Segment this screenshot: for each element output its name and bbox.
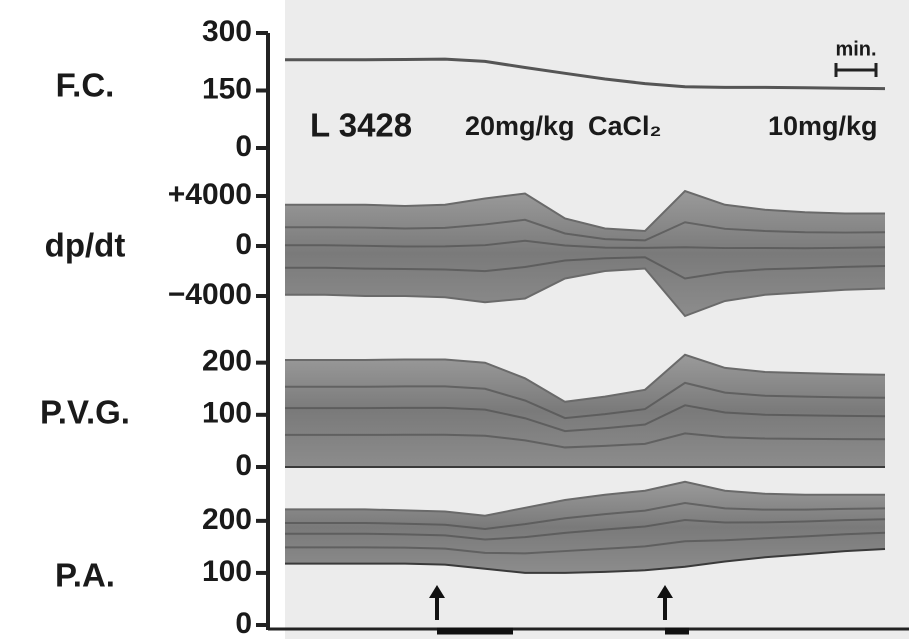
band-texture xyxy=(285,239,886,250)
band-edge xyxy=(285,189,885,233)
band-texture xyxy=(285,256,886,280)
y-axis-label: dp/dt xyxy=(45,227,126,264)
y-tick-label: 0 xyxy=(235,228,252,261)
band-texture xyxy=(285,531,886,555)
annotation: L 3428 xyxy=(310,107,412,144)
y-tick-label: 0 xyxy=(235,449,252,482)
y-tick-label: 150 xyxy=(202,72,252,105)
injection-arrowhead xyxy=(429,585,445,598)
scale-label: min. xyxy=(835,38,876,60)
y-tick-label: +4000 xyxy=(168,178,252,211)
band-edge xyxy=(285,267,886,318)
y-tick-label: 100 xyxy=(202,555,252,588)
y-tick-label: 200 xyxy=(202,503,252,536)
y-axis-label: P.A. xyxy=(55,557,115,594)
y-tick-label: 200 xyxy=(202,345,252,378)
y-axis-label: F.C. xyxy=(56,67,115,104)
y-tick-label: 100 xyxy=(202,397,252,430)
band-texture xyxy=(285,502,886,530)
annotation: 20mg/kg xyxy=(465,111,575,141)
band-texture xyxy=(285,518,886,541)
y-tick-label: 300 xyxy=(202,15,252,48)
band-texture xyxy=(285,218,886,242)
band-texture xyxy=(285,432,886,449)
y-axis-label: P.V.G. xyxy=(40,394,130,431)
annotation: CaCl₂ xyxy=(588,111,662,141)
y-tick-label: 0 xyxy=(235,607,252,639)
annotation: 10mg/kg xyxy=(768,111,878,141)
band-texture xyxy=(285,381,886,420)
band-fill xyxy=(285,191,885,316)
band-edge xyxy=(285,353,886,403)
band-fill xyxy=(285,481,885,573)
trace xyxy=(285,57,886,91)
band-edge xyxy=(285,480,885,517)
band-fill xyxy=(285,354,885,467)
y-tick-label: 0 xyxy=(235,130,252,163)
injection-arrowhead xyxy=(657,585,673,598)
band-edge xyxy=(285,548,886,574)
band-texture xyxy=(285,404,886,433)
y-tick-label: −4000 xyxy=(168,278,252,311)
